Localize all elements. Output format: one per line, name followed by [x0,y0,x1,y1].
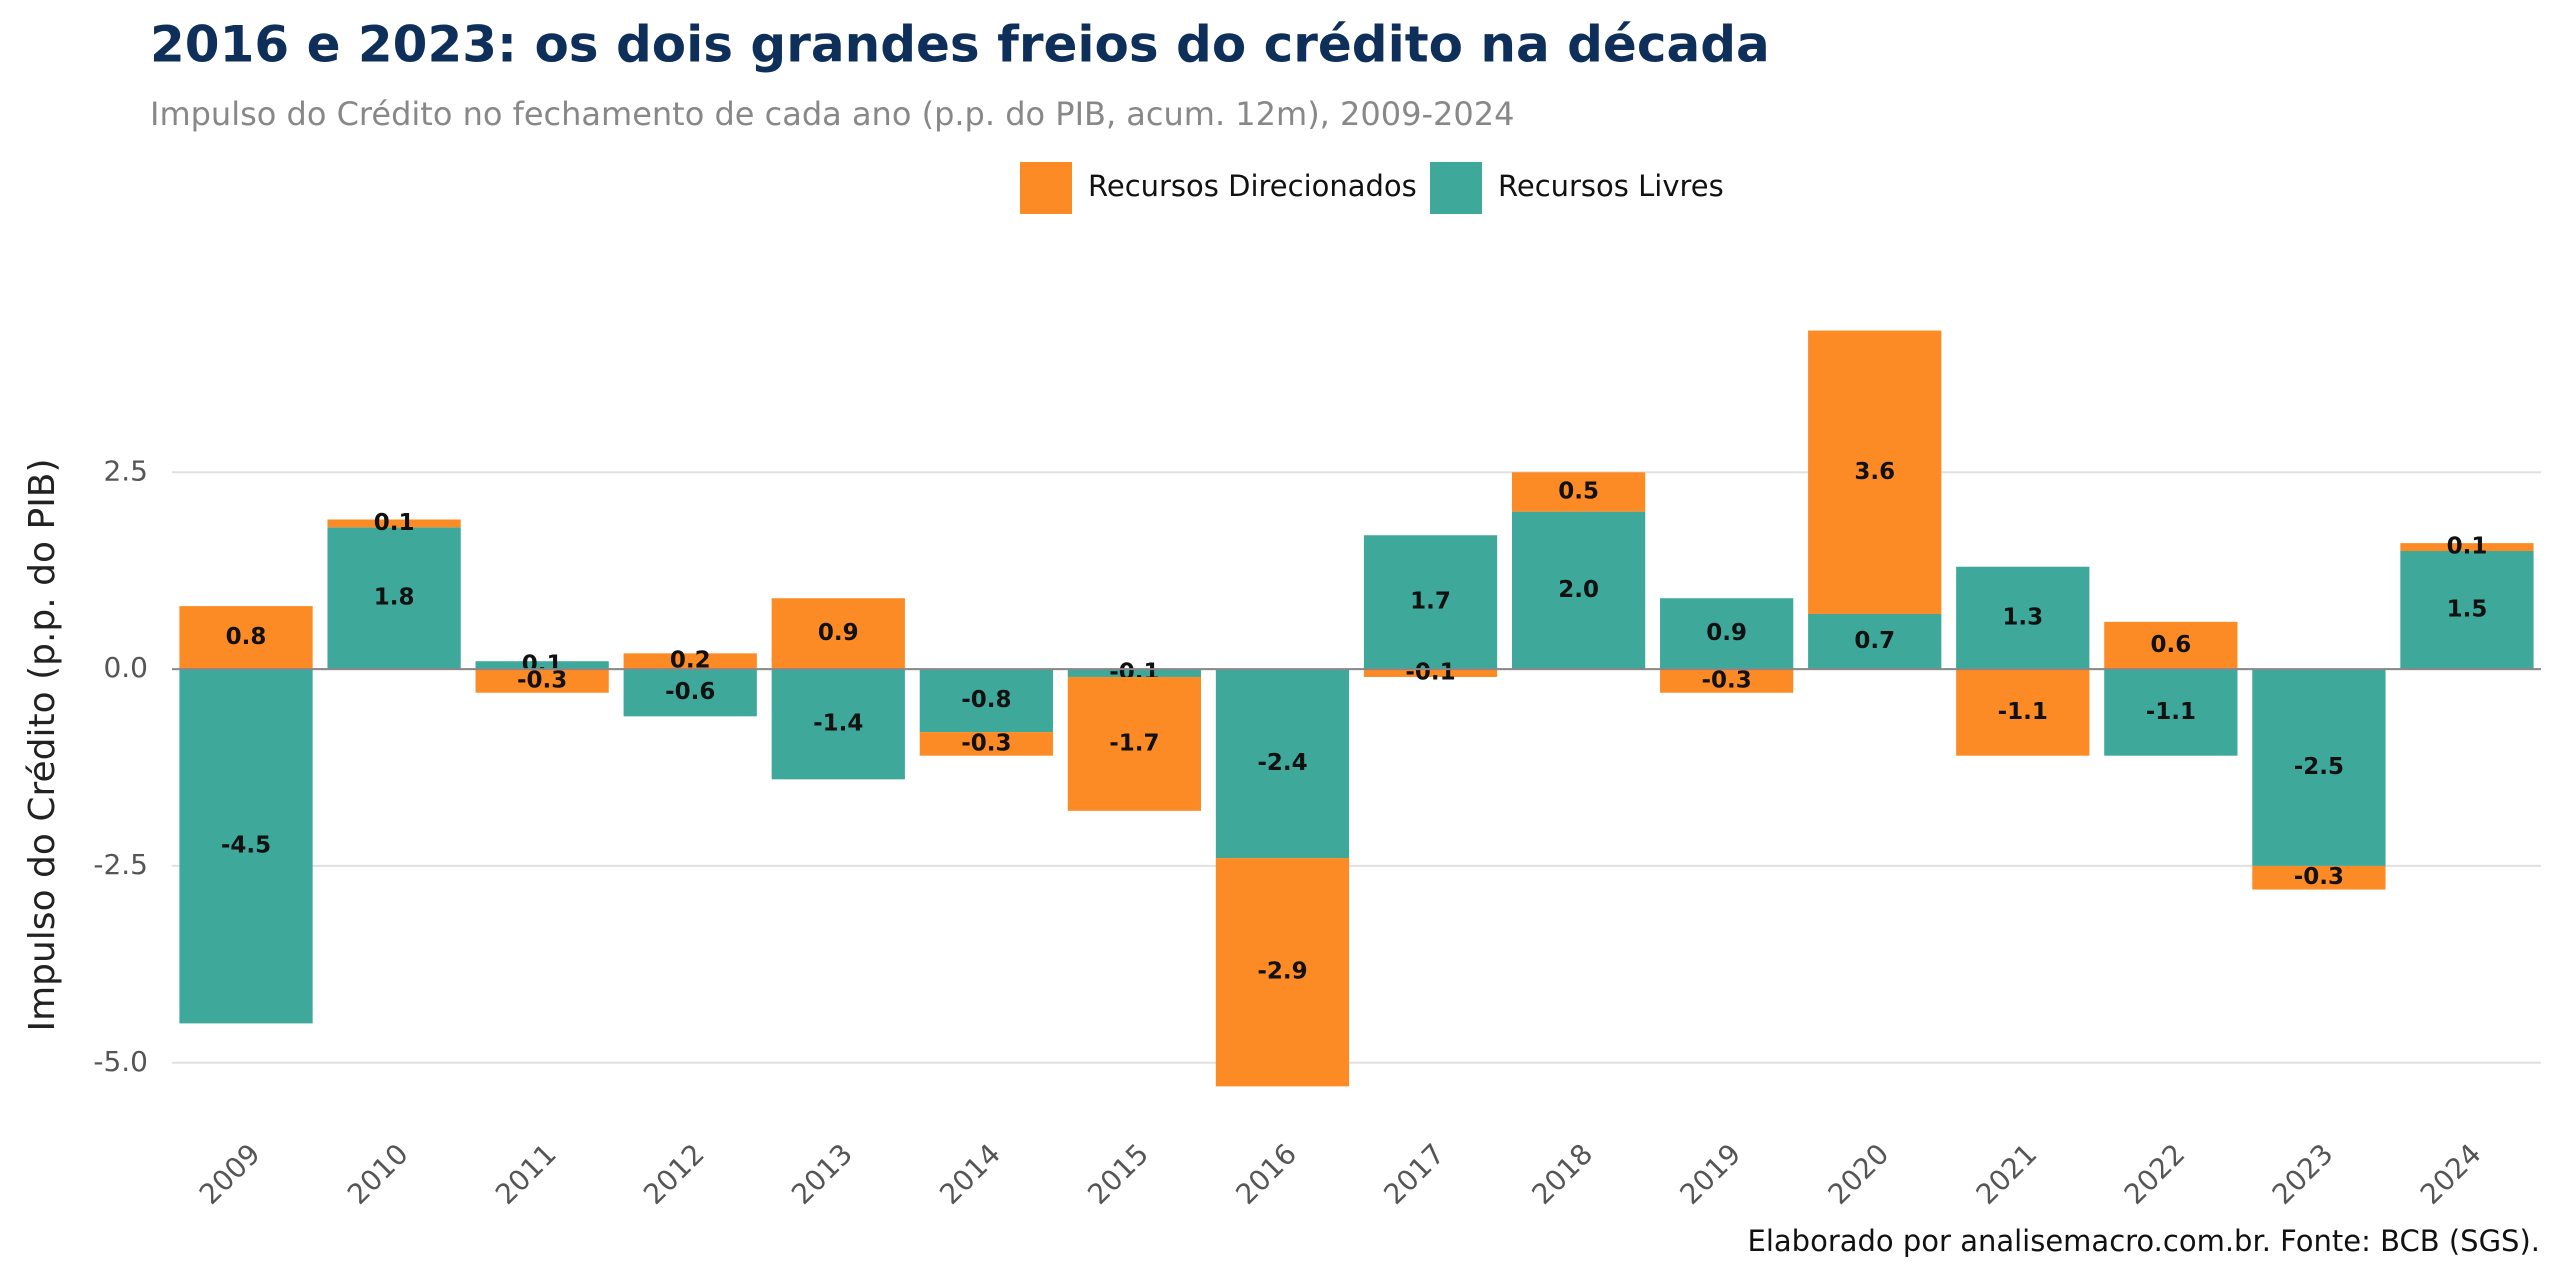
y-tick-label: 0.0 [103,651,148,684]
bar-segment [771,669,905,780]
bar-segment [2252,669,2386,866]
bar-segment [1808,613,1942,670]
x-tick-label: 2012 [637,1137,711,1211]
data-label: 0.8 [226,624,267,650]
bar-segment [2400,550,2534,670]
data-label: -0.1 [1405,660,1455,686]
data-label: -0.3 [1702,667,1752,693]
x-tick-label: 2023 [2266,1137,2340,1211]
x-tick-label: 2020 [1822,1137,1896,1211]
data-label: 0.1 [374,510,415,536]
x-tick-label: 2009 [193,1137,267,1211]
data-label: -1.7 [1109,730,1159,756]
data-label: -0.3 [961,730,1011,756]
data-label: -0.3 [2294,864,2344,890]
bar-segment [1956,566,2090,670]
bar-segment [1363,669,1498,677]
data-label: -1.1 [1998,699,2048,725]
bar-segment [623,653,757,670]
bar-segment [475,669,609,693]
caption: Elaborado por analisemacro.com.br. Fonte… [1748,1224,2540,1258]
data-label: -1.4 [813,711,863,737]
bar-segment [919,669,1053,733]
x-tick-label: 2017 [1377,1137,1451,1211]
chart-title: 2016 e 2023: os dois grandes freios do c… [150,16,1770,74]
bar-segment [179,669,313,1024]
data-label: -2.9 [1257,959,1307,985]
legend-label: Recursos Livres [1498,169,1724,203]
y-tick-label: -5.0 [93,1045,148,1078]
bar-segment [1956,669,2090,756]
data-label: -0.3 [517,667,567,693]
data-label: 1.5 [2447,597,2488,623]
bar-segment [1067,676,1202,811]
x-tick-label: 2018 [1525,1137,1599,1211]
bar-segment [2400,543,2534,551]
data-label: 1.3 [2002,604,2043,630]
data-label: -0.8 [961,687,1011,713]
data-label: -4.5 [221,833,271,859]
x-tick-label: 2014 [933,1137,1007,1211]
bar-segment [1215,669,1350,859]
bar-segment [179,606,313,670]
data-label: 1.7 [1410,589,1451,615]
bar-segment [771,598,905,670]
y-tick-label: -2.5 [93,848,148,881]
data-label: 0.9 [1706,620,1747,646]
data-label: 3.6 [1854,459,1895,485]
bar-segment [2104,621,2238,670]
bar-segment [919,732,1053,756]
data-label: 1.8 [374,585,415,611]
bar-segment [327,527,461,670]
legend-swatch [1430,162,1482,214]
data-label: 0.6 [2150,632,2191,658]
data-label: 0.7 [1854,628,1895,654]
bar-segment [1511,511,1646,670]
bar-segment [623,669,757,717]
x-tick-label: 2021 [1970,1137,2044,1211]
bar-segment [475,661,609,670]
data-label: 0.5 [1558,478,1599,504]
bar-segment [1067,669,1202,677]
data-label: 2.0 [1558,577,1599,603]
bar-segment [1660,598,1794,670]
bar-segment [1363,535,1498,670]
bar-segment [2252,865,2386,890]
bar-segment [1511,472,1646,512]
data-label: -0.6 [665,679,715,705]
data-label: -2.4 [1257,750,1307,776]
y-axis-title: Impulso do Crédito (p.p. do PIB) [22,458,63,1031]
x-tick-label: 2013 [785,1137,859,1211]
legend-label: Recursos Direcionados [1088,169,1417,203]
legend-swatch [1020,162,1072,214]
data-label: 0.1 [2447,534,2488,560]
data-label: -2.5 [2294,754,2344,780]
x-tick-label: 2010 [341,1137,415,1211]
x-tick-label: 2019 [1674,1137,1748,1211]
x-tick-label: 2016 [1229,1137,1303,1211]
chart-subtitle: Impulso do Crédito no fechamento de cada… [150,95,1514,133]
data-label: 0.9 [818,620,859,646]
bar-segment [1808,330,1942,614]
x-tick-label: 2022 [2118,1137,2192,1211]
y-tick-label: 2.5 [103,454,148,487]
data-label: -1.1 [2146,699,2196,725]
x-tick-label: 2024 [2414,1137,2488,1211]
bar-segment [2104,669,2238,756]
bar-segment [1660,669,1794,693]
x-tick-label: 2011 [489,1137,563,1211]
bar-segment [327,519,461,528]
bar-segment [1215,858,1350,1087]
x-tick-label: 2015 [1081,1137,1155,1211]
